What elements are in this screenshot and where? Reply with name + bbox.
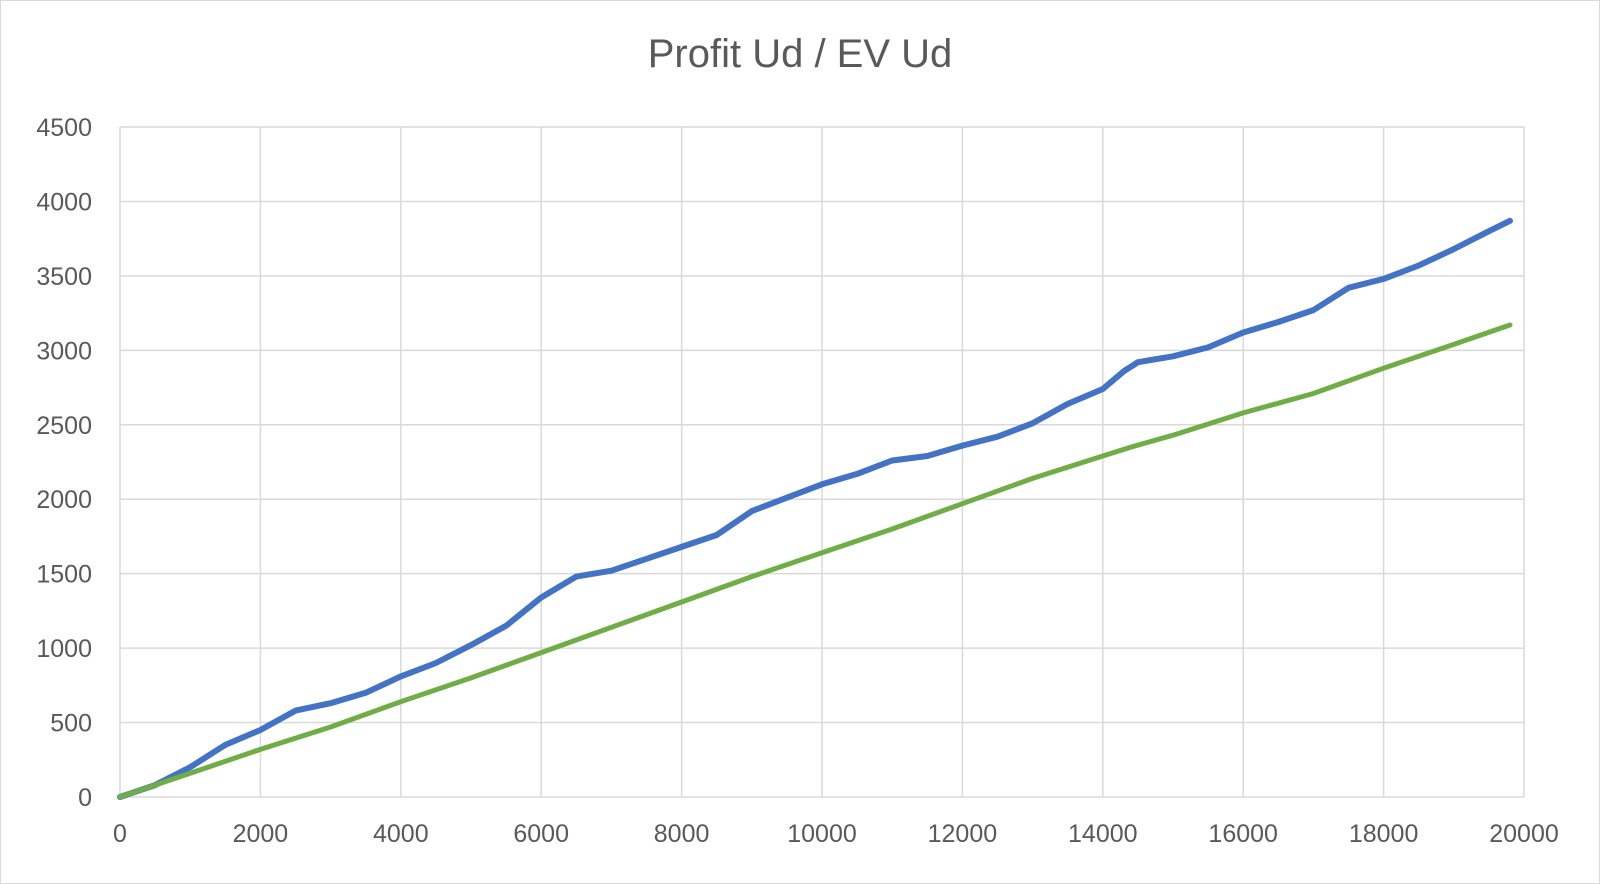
y-tick-label: 4500 — [36, 114, 92, 142]
y-tick-label: 3500 — [36, 263, 92, 291]
y-tick-label: 4000 — [36, 188, 92, 216]
x-tick-label: 14000 — [1068, 820, 1138, 848]
x-tick-label: 0 — [113, 820, 127, 848]
x-tick-label: 10000 — [787, 820, 857, 848]
x-tick-label: 4000 — [373, 820, 429, 848]
x-tick-label: 20000 — [1489, 820, 1559, 848]
x-tick-label: 6000 — [513, 820, 569, 848]
y-tick-label: 3000 — [36, 337, 92, 365]
gridlines — [119, 126, 1525, 798]
chart-title: Profit Ud / EV Ud — [647, 32, 953, 76]
x-tick-label: 18000 — [1349, 820, 1419, 848]
y-tick-label: 500 — [50, 710, 92, 738]
x-tick-label: 2000 — [233, 820, 289, 848]
x-tick-label: 16000 — [1208, 820, 1278, 848]
series-line-2 — [117, 322, 1513, 800]
series-line-1 — [117, 217, 1513, 800]
y-axis-ticks: 0 500 1000 1500 2000 2500 3000 3500 4000 4500 — [36, 114, 92, 812]
y-tick-label: 1000 — [36, 635, 92, 663]
x-axis-ticks: 0 2000 4000 6000 8000 10000 12000 14000 16000 180… — [113, 820, 1559, 848]
y-tick-label: 0 — [78, 784, 92, 812]
x-tick-label: 12000 — [928, 820, 998, 848]
y-tick-label: 2500 — [36, 412, 92, 440]
series-layer — [117, 217, 1513, 800]
y-tick-label: 1500 — [36, 561, 92, 589]
y-tick-label: 2000 — [36, 486, 92, 514]
x-tick-label: 8000 — [654, 820, 710, 848]
